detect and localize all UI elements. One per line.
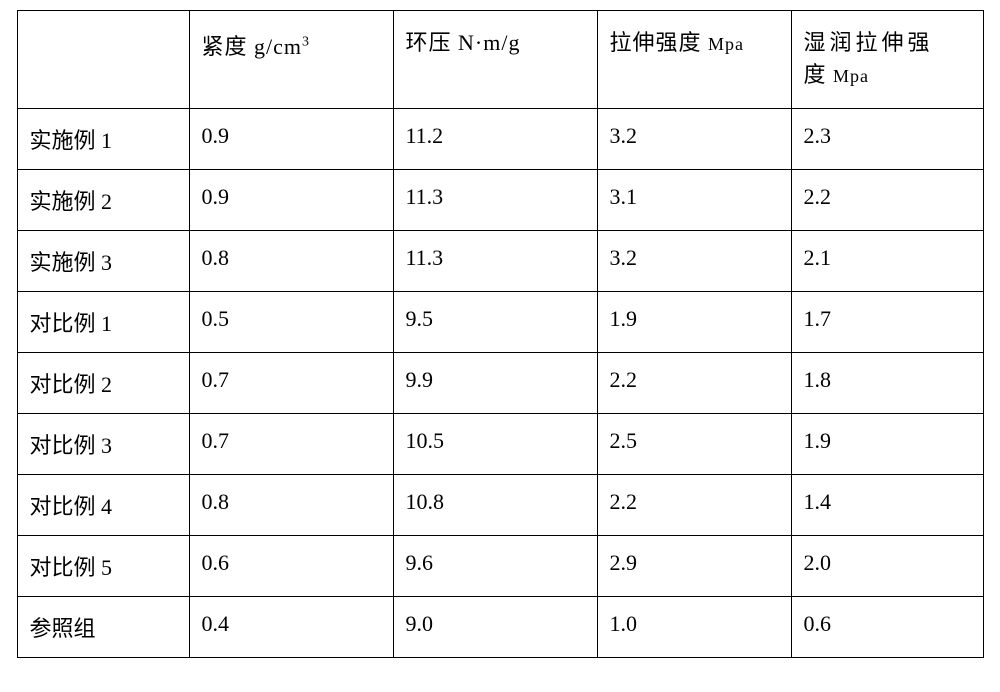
data-cell: 0.6 [189,536,393,597]
data-cell: 2.3 [791,109,983,170]
header-cell-1: 紧度 g/cm3 [189,11,393,109]
row-label: 参照组 [17,597,189,658]
row-label: 对比例 5 [17,536,189,597]
data-cell: 2.1 [791,231,983,292]
table-row: 对比例 5 0.6 9.6 2.9 2.0 [17,536,983,597]
data-cell: 9.6 [393,536,597,597]
data-cell: 0.9 [189,109,393,170]
data-cell: 2.0 [791,536,983,597]
data-cell: 2.2 [791,170,983,231]
row-label: 对比例 2 [17,353,189,414]
data-cell: 3.2 [597,109,791,170]
data-cell: 10.5 [393,414,597,475]
table-row: 对比例 2 0.7 9.9 2.2 1.8 [17,353,983,414]
row-label: 对比例 3 [17,414,189,475]
data-cell: 0.7 [189,353,393,414]
data-cell: 3.2 [597,231,791,292]
row-label: 对比例 4 [17,475,189,536]
data-table: 紧度 g/cm3 环压 N·m/g 拉伸强度 Mpa 湿润拉伸强度 Mpa 实施… [17,10,984,658]
data-cell: 9.5 [393,292,597,353]
data-cell: 11.3 [393,231,597,292]
data-cell: 2.2 [597,475,791,536]
data-cell: 0.8 [189,231,393,292]
row-label: 对比例 1 [17,292,189,353]
table-row: 参照组 0.4 9.0 1.0 0.6 [17,597,983,658]
table-row: 实施例 1 0.9 11.2 3.2 2.3 [17,109,983,170]
data-cell: 3.1 [597,170,791,231]
table-row: 对比例 1 0.5 9.5 1.9 1.7 [17,292,983,353]
header-cell-4: 湿润拉伸强度 Mpa [791,11,983,109]
data-cell: 10.8 [393,475,597,536]
data-cell: 11.2 [393,109,597,170]
header-cell-0 [17,11,189,109]
data-cell: 9.0 [393,597,597,658]
data-cell: 1.9 [791,414,983,475]
table-row: 实施例 2 0.9 11.3 3.1 2.2 [17,170,983,231]
table-header-row: 紧度 g/cm3 环压 N·m/g 拉伸强度 Mpa 湿润拉伸强度 Mpa [17,11,983,109]
data-cell: 0.7 [189,414,393,475]
row-label: 实施例 1 [17,109,189,170]
data-cell: 2.2 [597,353,791,414]
data-cell: 2.5 [597,414,791,475]
table-row: 实施例 3 0.8 11.3 3.2 2.1 [17,231,983,292]
data-cell: 1.4 [791,475,983,536]
data-cell: 1.0 [597,597,791,658]
data-cell: 1.9 [597,292,791,353]
data-cell: 0.8 [189,475,393,536]
data-cell: 2.9 [597,536,791,597]
data-cell: 0.9 [189,170,393,231]
data-cell: 1.8 [791,353,983,414]
header-cell-2: 环压 N·m/g [393,11,597,109]
data-cell: 0.5 [189,292,393,353]
table-row: 对比例 4 0.8 10.8 2.2 1.4 [17,475,983,536]
data-cell: 9.9 [393,353,597,414]
row-label: 实施例 2 [17,170,189,231]
header-cell-3: 拉伸强度 Mpa [597,11,791,109]
data-cell: 0.6 [791,597,983,658]
row-label: 实施例 3 [17,231,189,292]
data-cell: 1.7 [791,292,983,353]
data-cell: 11.3 [393,170,597,231]
table-row: 对比例 3 0.7 10.5 2.5 1.9 [17,414,983,475]
data-cell: 0.4 [189,597,393,658]
